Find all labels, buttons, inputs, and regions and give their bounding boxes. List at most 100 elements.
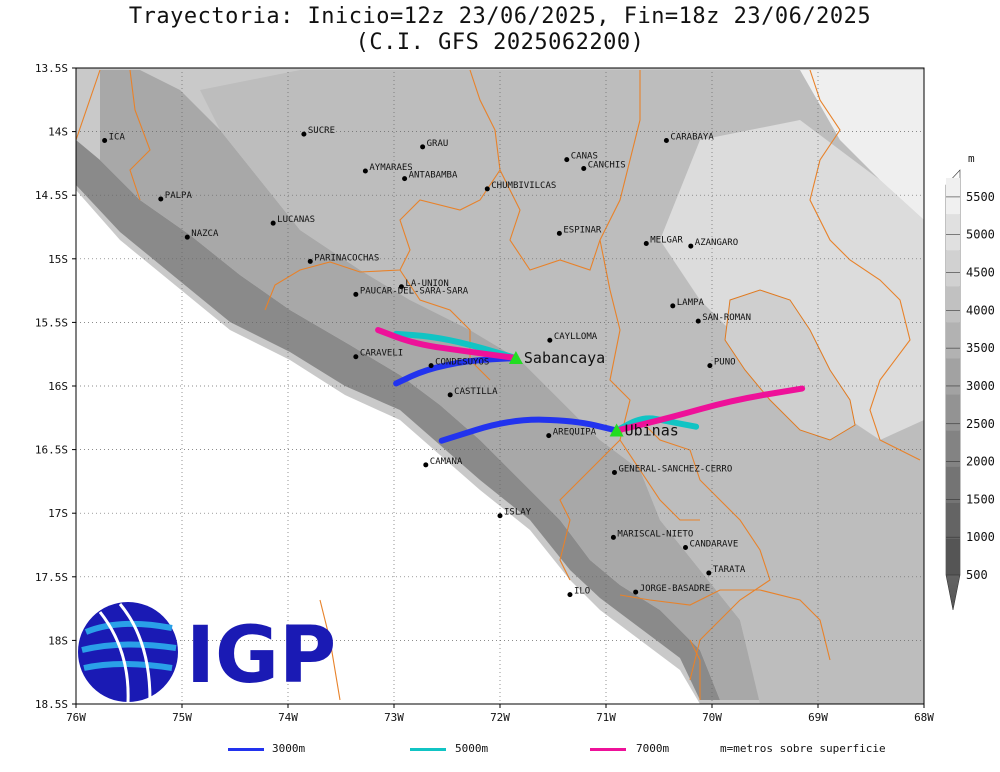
elevation-colorbar: m 500 1000 1500 2000 2500 3000 3500 4000 4500 500…: [945, 152, 995, 611]
legend-label-3000: 3000m: [272, 742, 306, 755]
legend-note: m=metros sobre superficie: [720, 742, 886, 755]
volcano-icon: [508, 351, 523, 365]
trajectory-ubinas-3000m: [438, 416, 620, 444]
city-label: PUNO: [714, 358, 736, 368]
city-dot: [633, 589, 639, 595]
x-tick-label: 75W: [172, 711, 192, 724]
city-label: AZANGARO: [695, 238, 738, 248]
x-tick-label: 70W: [702, 711, 722, 724]
city-dot: [610, 534, 616, 540]
colorbar-label: 1500: [966, 492, 995, 506]
graticule: [76, 68, 924, 704]
city-dot: [581, 165, 587, 171]
legend-label-5000: 5000m: [455, 742, 489, 755]
map-title-line2: (C.I. GFS 2025062200): [355, 30, 645, 55]
x-tick-label: 76W: [66, 711, 86, 724]
admin-boundaries: [76, 69, 921, 701]
city-dot: [564, 157, 570, 163]
y-tick-label: 15S: [48, 253, 68, 266]
colorbar-band: [946, 322, 960, 359]
city-dot: [184, 234, 190, 240]
city-dot: [402, 176, 408, 182]
city-label: CONDESUYOS: [435, 358, 489, 368]
y-tick-label: 14S: [48, 126, 68, 139]
colorbar-label: 3000: [966, 379, 995, 393]
legend-swatch-3000: [228, 748, 264, 751]
colorbar-label: 5500: [966, 190, 995, 204]
trajectory-sabancaya-7000m: [375, 327, 519, 362]
x-tick-label: 73W: [384, 711, 404, 724]
y-tick-label: 15.5S: [35, 316, 68, 329]
city-dot: [688, 243, 694, 249]
high-plateau: [800, 70, 924, 220]
colorbar-band: [946, 214, 960, 251]
city-label: AYMARAES: [369, 163, 412, 173]
volcano-label: Ubinas: [625, 422, 679, 440]
trajectory-lines: [375, 327, 806, 444]
city-label: CARAVELI: [360, 349, 403, 359]
city-label: CHUMBIVILCAS: [491, 181, 556, 191]
colorbar-band: [946, 286, 960, 323]
legend-label-7000: 7000m: [636, 742, 670, 755]
city-label: LAMPA: [677, 298, 705, 308]
colorbar-band: [946, 430, 960, 467]
igp-logo: IGP: [78, 602, 336, 703]
city-label: LUCANAS: [277, 215, 315, 225]
city-label: MELGAR: [650, 236, 683, 246]
city-dot: [102, 138, 108, 144]
legend-swatch-7000: [590, 748, 626, 751]
city-label: ISLAY: [504, 508, 532, 518]
city-label: LA-UNION: [405, 279, 448, 289]
colorbar-band: [946, 502, 960, 539]
colorbar-label: 2000: [966, 455, 995, 469]
city-label: PALPA: [165, 191, 193, 201]
city-dot: [707, 363, 713, 369]
colorbar-unit: m: [968, 152, 975, 165]
city-dot: [706, 570, 712, 576]
volcano-label: Sabancaya: [524, 349, 605, 367]
city-dot: [663, 138, 669, 144]
coastal-lowland: [76, 140, 720, 700]
city-dot: [447, 392, 453, 398]
city-dot: [398, 284, 404, 290]
altiplano: [660, 120, 924, 440]
city-dot: [420, 144, 426, 150]
city-label: CARABAYA: [670, 133, 714, 143]
y-tick-label: 13.5S: [35, 62, 68, 75]
city-dot: [270, 220, 276, 226]
y-tick-label: 17S: [48, 507, 68, 520]
mid-altitude: [100, 70, 760, 700]
city-dot: [547, 337, 553, 343]
colorbar-label: 500: [966, 568, 988, 582]
axis-ticks: 13.5S 14S 14.5S 15S 15.5S 16S 16.5S 17S 17.5S 18S…: [35, 62, 934, 724]
colorbar-label: 2500: [966, 417, 995, 431]
city-dot: [611, 469, 617, 475]
city-dot: [484, 186, 490, 192]
city-label: ANTABAMBA: [409, 171, 458, 181]
city-dot: [158, 196, 164, 202]
city-label: CANCHIS: [588, 160, 626, 170]
city-label: CAMANA: [430, 457, 463, 467]
city-label: CANAS: [571, 152, 598, 162]
x-tick-label: 69W: [808, 711, 828, 724]
city-label: CASTILLA: [454, 387, 498, 397]
city-dot: [567, 592, 573, 598]
y-tick-label: 17.5S: [35, 571, 68, 584]
colorbar-band: [946, 250, 960, 287]
trajectory-ubinas-7000m: [613, 385, 806, 434]
y-tick-label: 18S: [48, 634, 68, 647]
colorbar-label: 4000: [966, 303, 995, 317]
volcano-markers: Sabancaya Ubinas: [508, 349, 679, 440]
colorbar-label: 4500: [966, 266, 995, 280]
city-dot: [643, 241, 649, 247]
city-dot: [423, 462, 429, 468]
city-label: PAUCAR-DEL-SARA-SARA: [360, 286, 469, 296]
city-label: ILO: [574, 587, 590, 597]
colorbar-band: [946, 178, 960, 215]
colorbar-label: 1000: [966, 530, 995, 544]
y-tick-label: 14.5S: [35, 189, 68, 202]
colorbar-band: [946, 466, 960, 503]
colorbar-band: [946, 538, 960, 575]
